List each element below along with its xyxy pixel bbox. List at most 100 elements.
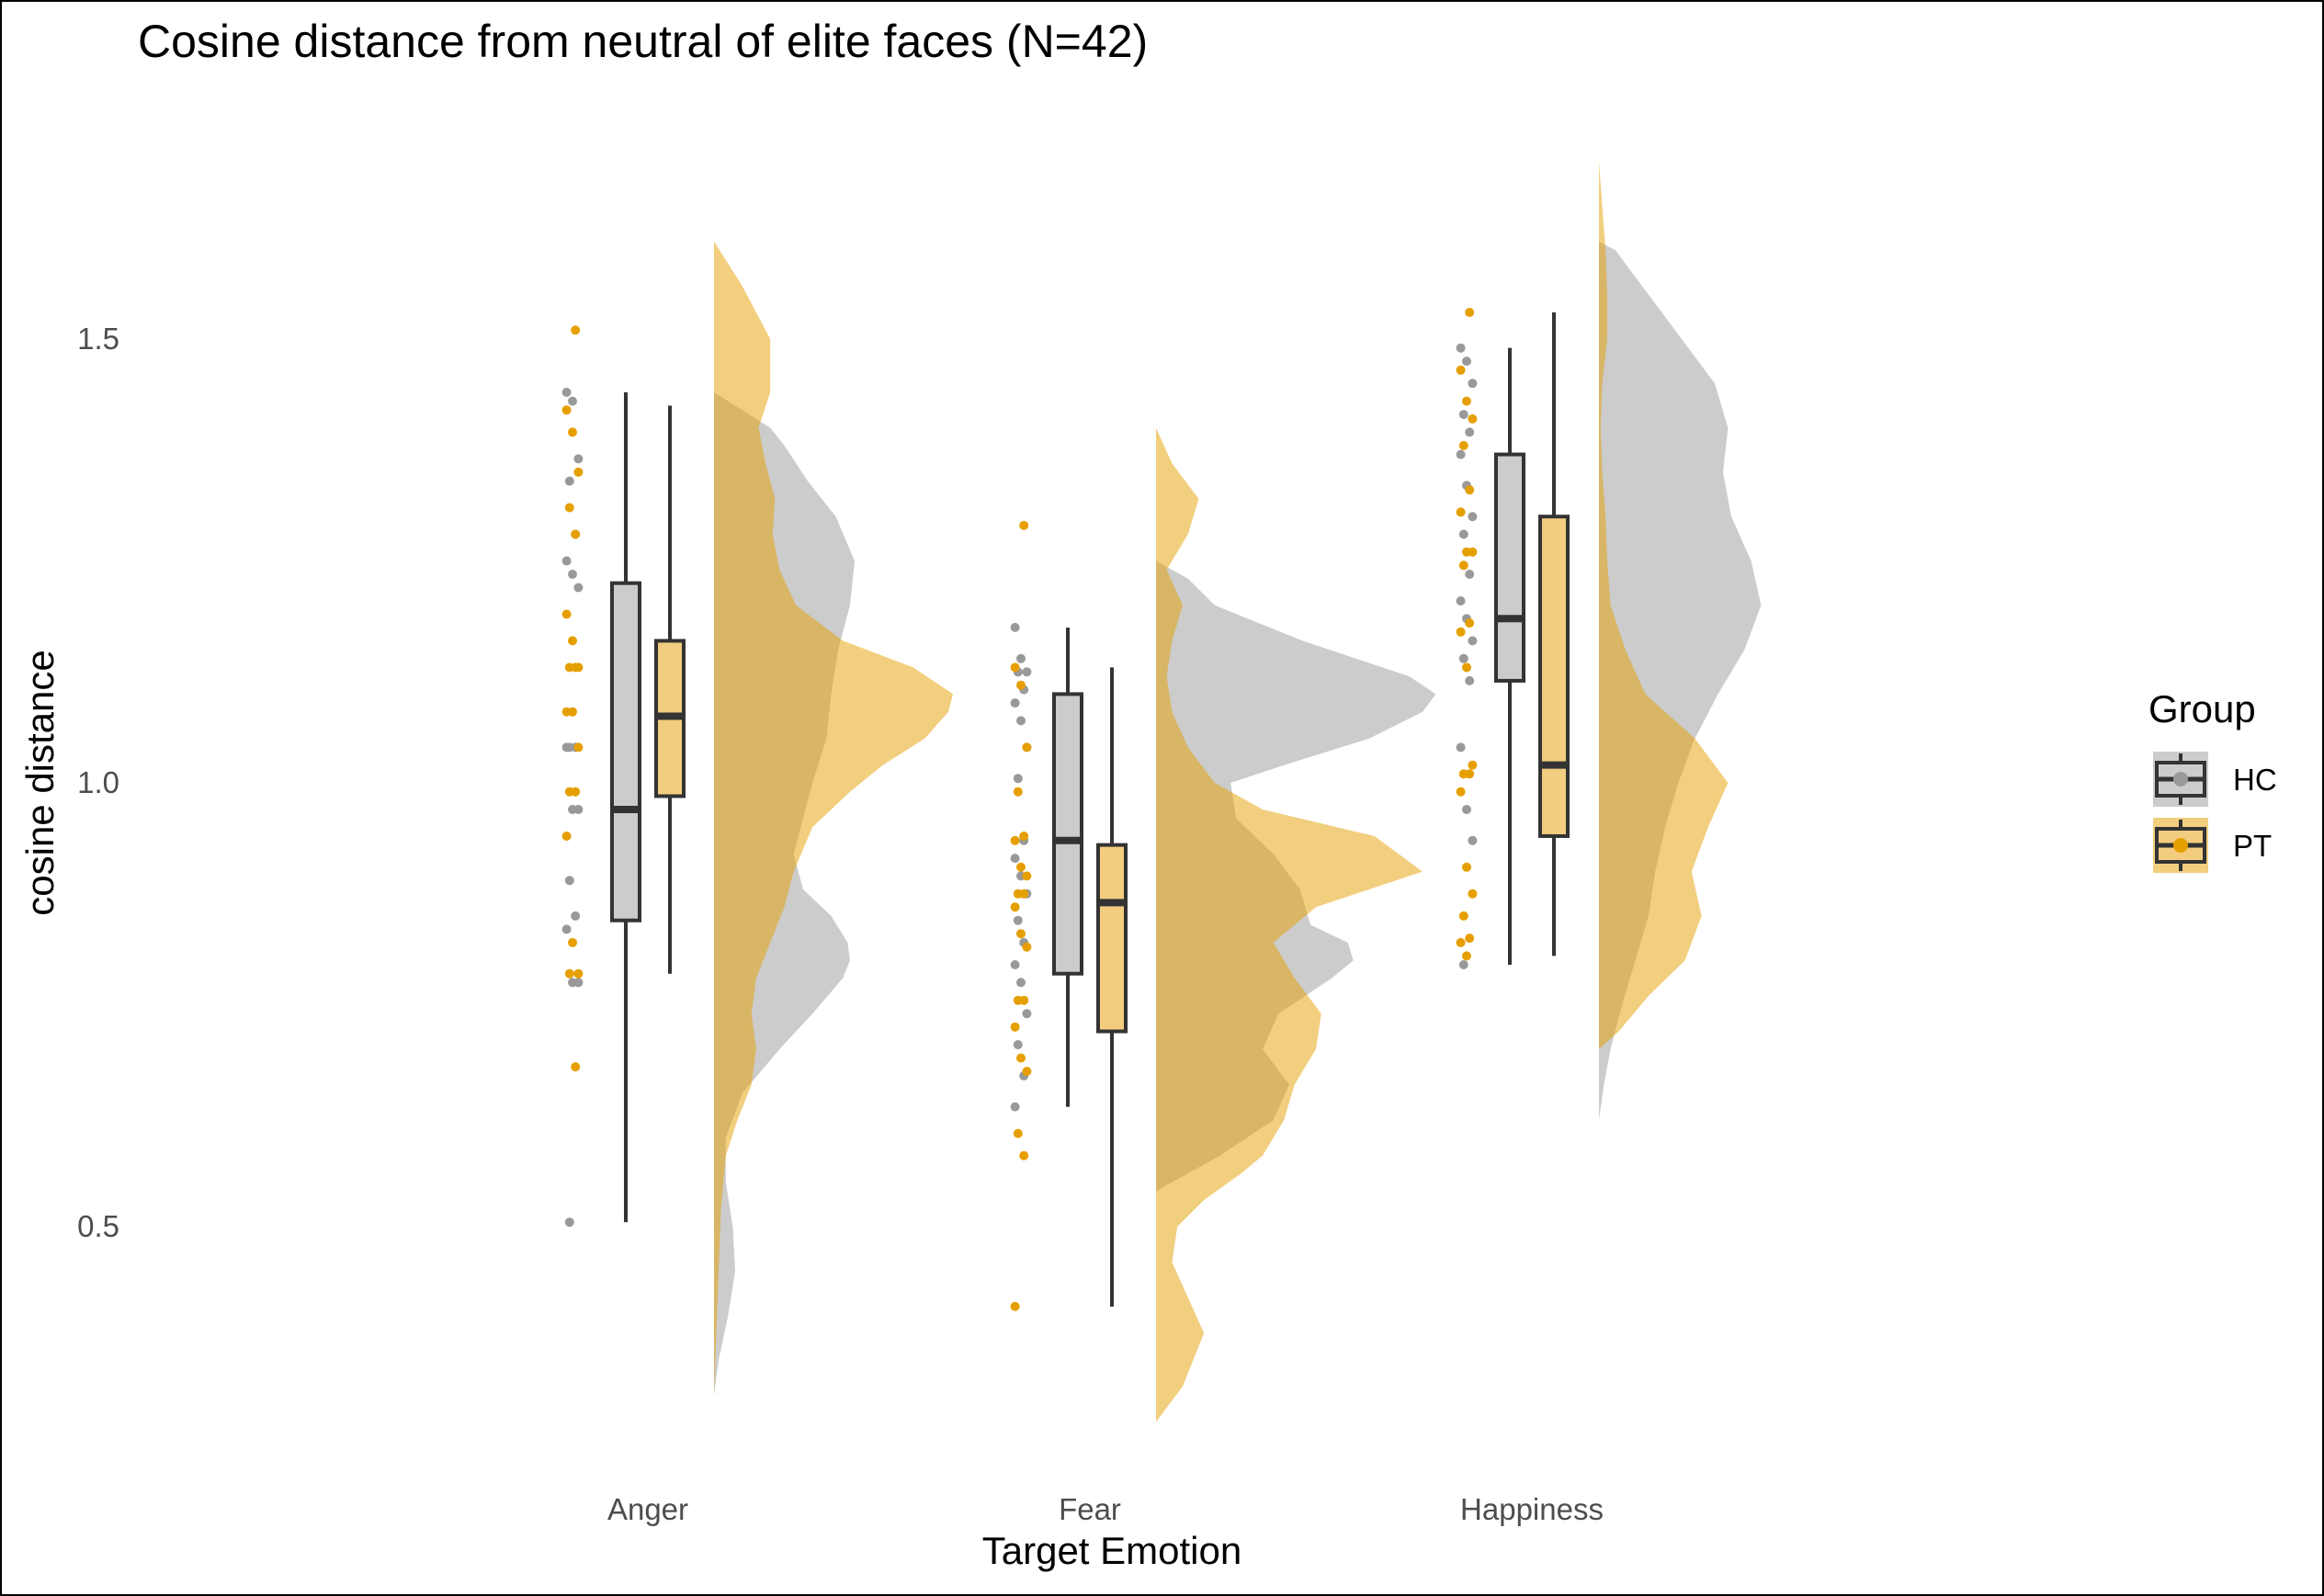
data-point-pt-fear [1019,520,1029,530]
box-iqr [610,581,641,923]
data-point-pt-happiness [1456,507,1466,517]
data-point-hc-happiness [1465,675,1475,685]
data-point-pt-fear [1010,1022,1020,1032]
legend-label-pt: PT [2233,829,2272,863]
data-point-pt-fear [1019,832,1029,841]
data-point-pt-happiness [1462,862,1471,872]
x-axis-title: Target Emotion [982,1529,1241,1572]
density-cloud-pt-anger [714,241,954,1396]
data-point-hc-fear [1013,1040,1023,1049]
y-axis: 0.5 1.0 1.5 [77,322,119,1243]
x-tick-label-fear: Fear [1059,1492,1121,1526]
data-point-hc-fear [1013,915,1023,925]
box-plot-pt-fear [1096,667,1128,1307]
data-point-hc-anger [573,805,584,814]
data-point-hc-anger [561,556,572,566]
data-point-pt-anger [571,325,581,335]
x-tick-label-happiness: Happiness [1460,1492,1604,1526]
data-point-pt-anger [571,662,581,673]
data-point-pt-anger [573,467,584,477]
data-point-pt-happiness [1465,618,1475,628]
x-tick-label-anger: Anger [607,1492,688,1526]
data-point-hc-anger [561,924,572,934]
data-point-pt-happiness [1456,937,1466,947]
box-iqr [1096,843,1128,1034]
data-point-pt-anger [561,609,572,619]
data-point-pt-happiness [1468,889,1478,899]
data-point-hc-happiness [1468,512,1478,522]
legend-key-pt: PT [2153,818,2272,873]
data-point-hc-happiness [1456,596,1466,606]
data-point-hc-fear [1022,1009,1032,1019]
data-point-hc-happiness [1468,379,1478,389]
data-point-pt-happiness [1462,396,1471,406]
data-point-pt-anger [571,787,581,797]
data-point-pt-anger [564,503,574,513]
data-point-pt-happiness [1468,413,1478,424]
data-point-pt-fear [1019,1150,1029,1160]
data-point-pt-anger [568,707,577,717]
legend: Group HC PT [2148,687,2277,873]
y-tick-label: 1.0 [77,765,119,799]
x-axis: Anger Fear Happiness [607,1492,1604,1526]
data-point-pt-happiness [1456,787,1466,797]
data-point-pt-fear [1010,835,1020,845]
data-point-hc-happiness [1456,343,1466,353]
data-point-hc-anger [568,396,577,406]
data-point-hc-fear [1010,622,1020,632]
data-point-hc-fear [1022,667,1032,677]
data-point-hc-happiness [1462,805,1471,814]
legend-point [2173,772,2188,787]
data-point-hc-fear [1016,716,1026,726]
data-point-hc-fear [1010,854,1020,864]
data-point-pt-fear [1022,871,1032,881]
data-point-hc-anger [571,911,581,921]
data-point-pt-anger [568,427,577,437]
data-point-pt-fear [1019,995,1029,1005]
data-point-hc-fear [1010,960,1020,969]
data-point-pt-fear [1022,742,1032,753]
data-point-pt-fear [1016,862,1026,872]
data-point-pt-fear [1010,1301,1020,1311]
y-tick-label: 1.5 [77,322,119,356]
data-point-hc-happiness [1458,410,1468,420]
data-point-hc-anger [564,876,574,886]
data-point-hc-anger [561,388,572,397]
data-point-hc-happiness [1456,742,1466,753]
data-point-hc-anger [573,978,584,988]
data-point-pt-anger [561,832,572,841]
data-point-hc-happiness [1456,449,1466,459]
data-point-hc-happiness [1458,653,1468,663]
box-plots [610,312,1570,1307]
legend-label-hc: HC [2233,763,2277,797]
data-point-pt-happiness [1465,769,1475,779]
data-point-pt-fear [1019,889,1029,899]
legend-keys: HC PT [2153,752,2277,873]
data-point-hc-fear [1016,653,1026,663]
data-point-hc-happiness [1465,570,1475,579]
box-iqr [1538,515,1570,838]
density-cloud-pt-happiness [1599,161,1729,1049]
data-point-pt-fear [1016,929,1026,939]
legend-point [2173,838,2188,853]
data-point-pt-happiness [1458,911,1468,921]
data-point-pt-fear [1022,1067,1032,1076]
density-cloud-pt-fear [1156,427,1423,1422]
data-point-pt-anger [564,968,574,979]
data-point-pt-happiness [1456,627,1466,637]
data-point-hc-fear [1013,774,1023,784]
data-point-pt-anger [571,529,581,539]
data-point-pt-anger [573,742,584,753]
data-point-hc-happiness [1458,529,1468,539]
raw-data-points [561,308,1478,1311]
data-point-pt-anger [568,636,577,646]
data-point-pt-fear [1010,662,1020,673]
y-axis-title: cosine distance [18,650,62,916]
data-point-hc-anger [573,454,584,464]
data-point-hc-happiness [1462,357,1471,367]
data-point-hc-fear [1010,698,1020,708]
data-point-pt-anger [568,937,577,947]
data-point-hc-happiness [1468,835,1478,845]
data-point-hc-fear [1010,1102,1020,1112]
